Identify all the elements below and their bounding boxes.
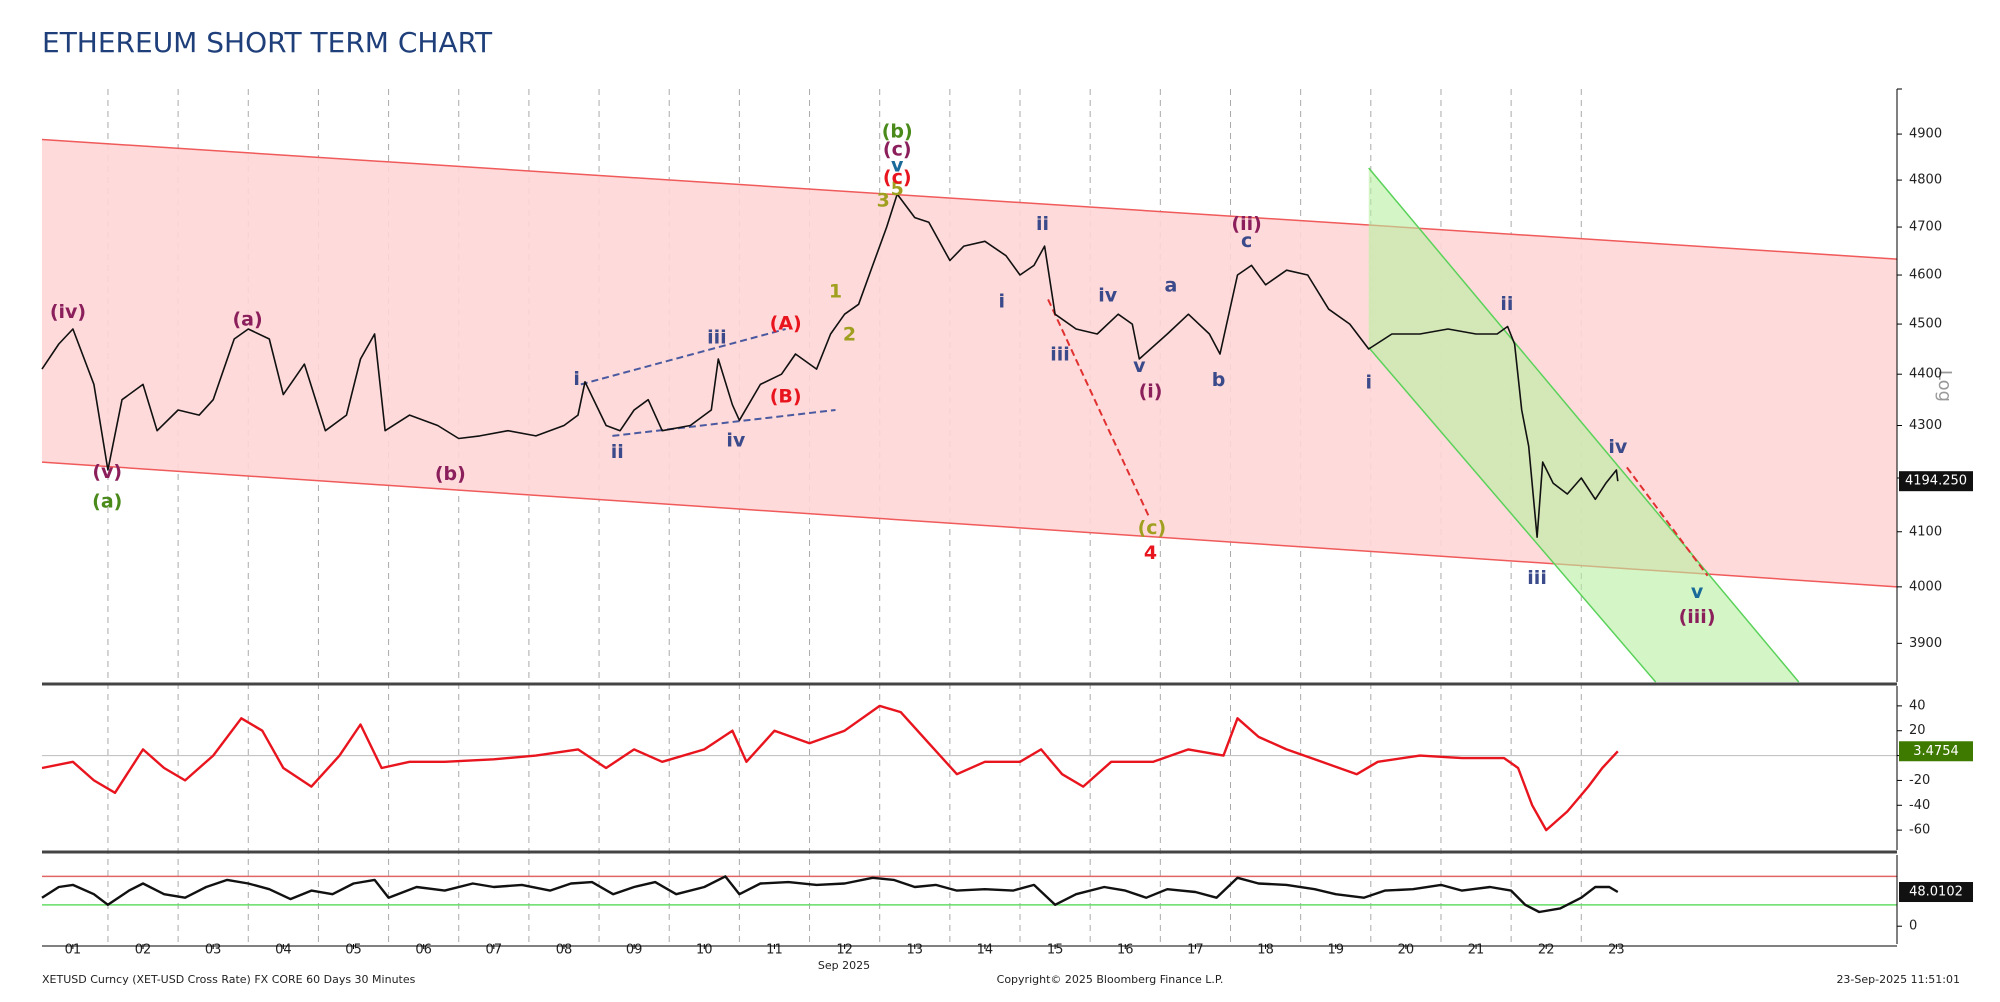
y-tick-label: 4600 xyxy=(1909,268,1942,283)
last-value-box xyxy=(1899,741,1973,762)
y-tick-label: 4700 xyxy=(1909,220,1942,235)
footer-source: XETUSD Curncy (XET-USD Cross Rate) FX CO… xyxy=(42,973,416,986)
last-value-label: 48.0102 xyxy=(1909,885,1963,900)
wave-label: iii xyxy=(707,326,727,348)
wave-label: (a) xyxy=(232,309,262,331)
wave-label: (c) xyxy=(883,166,912,188)
wave-label: ii xyxy=(1500,293,1513,315)
y-tick-label: 4800 xyxy=(1909,173,1942,188)
footer-timestamp: 23-Sep-2025 11:51:01 xyxy=(1836,973,1960,986)
channel-line xyxy=(41,138,1898,260)
wave-label: (ii) xyxy=(1231,213,1261,235)
wave-label: (B) xyxy=(770,386,802,408)
y-tick-label: 4100 xyxy=(1909,524,1942,539)
wave-label: (c) xyxy=(883,139,912,161)
last-value-label: 4194.250 xyxy=(1905,474,1967,489)
wave-label: iii xyxy=(1050,344,1070,366)
wave-label: v xyxy=(891,155,904,177)
series-line xyxy=(41,704,1619,832)
wave-label: (i) xyxy=(1139,381,1163,403)
wave-label: i xyxy=(999,290,1006,312)
chart-title: ETHEREUM SHORT TERM CHART xyxy=(42,26,493,59)
y-tick-label: 4400 xyxy=(1909,367,1942,382)
wave-label: 5 xyxy=(891,178,904,200)
last-value-box xyxy=(1899,882,1973,903)
wave-label: 1 xyxy=(829,281,842,303)
y-tick-label: 20 xyxy=(1909,723,1926,738)
footer-copyright: Copyright© 2025 Bloomberg Finance L.P. xyxy=(997,973,1224,986)
channel-line xyxy=(1368,167,1800,683)
channel-line xyxy=(1368,347,1657,683)
y-tick-label: 40 xyxy=(1909,698,1926,713)
last-value-label: 3.4754 xyxy=(1913,744,1959,759)
y-tick-label: 3900 xyxy=(1909,636,1942,651)
wave-label: (a) xyxy=(92,491,122,513)
wave-label: ii xyxy=(1036,213,1049,235)
wave-label: iii xyxy=(1527,567,1547,589)
x-axis-label: Sep 2025 xyxy=(818,959,870,972)
y-tick-label: 4900 xyxy=(1909,127,1942,142)
y-tick-label: -40 xyxy=(1909,798,1930,813)
trendline xyxy=(1047,298,1150,516)
wave-label: v xyxy=(1691,581,1704,603)
wave-label: (b) xyxy=(882,120,913,142)
wave-label: iv xyxy=(726,430,746,452)
wave-label: ii xyxy=(611,441,624,463)
wave-label: iv xyxy=(1608,436,1628,458)
y-tick-label: 4300 xyxy=(1909,418,1942,433)
series-line xyxy=(41,875,1619,914)
wave-label: b xyxy=(1212,369,1226,391)
trendline xyxy=(580,328,786,386)
wave-label: 4 xyxy=(1144,542,1157,564)
wave-label: v xyxy=(1133,355,1146,377)
last-value-box xyxy=(1899,471,1973,492)
y-tick-label: 0 xyxy=(1909,919,1917,934)
wave-label: c xyxy=(1241,230,1252,252)
wave-label: (b) xyxy=(435,463,466,485)
y-tick-label: 4000 xyxy=(1909,579,1942,594)
plot-layer xyxy=(41,89,1898,944)
wave-label: (c) xyxy=(1138,517,1167,539)
wave-label: i xyxy=(1365,371,1372,393)
wave-label: (iv) xyxy=(50,301,86,323)
wave-label: a xyxy=(1164,275,1177,297)
wave-label: (iii) xyxy=(1679,606,1716,628)
wave-label: 3 xyxy=(877,190,890,212)
wave-label: 2 xyxy=(843,324,856,346)
y-tick-label: 4500 xyxy=(1909,317,1942,332)
series-line xyxy=(41,193,1619,538)
y-tick-label: -20 xyxy=(1909,773,1930,788)
wave-label: (v) xyxy=(92,461,122,483)
y-axis-label: Log xyxy=(1934,370,1955,402)
trendline xyxy=(612,408,836,437)
trendline xyxy=(1626,466,1709,577)
wave-label: (A) xyxy=(770,313,802,335)
wave-label: i xyxy=(573,368,580,390)
y-tick-label: -60 xyxy=(1909,823,1930,838)
wave-label: iv xyxy=(1098,284,1118,306)
